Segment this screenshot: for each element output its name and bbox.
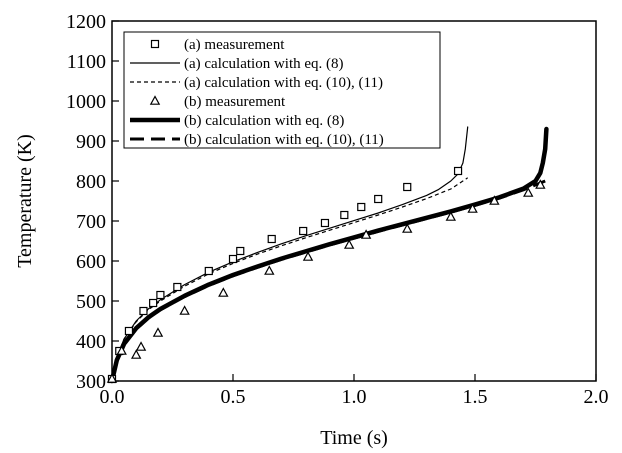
x-axis-label: Time (s) — [320, 427, 388, 449]
x-tick-label: 2.0 — [584, 386, 609, 408]
series-4-point — [343, 239, 355, 249]
legend-label: (b) calculation with eq. (10), (11) — [184, 132, 384, 148]
series-4-point — [467, 203, 478, 213]
y-tick-label: 1200 — [66, 11, 106, 33]
series-1-point — [320, 218, 330, 228]
y-tick-label: 700 — [76, 211, 106, 233]
y-tick-label: 1000 — [66, 91, 106, 113]
series-1-point — [156, 290, 165, 300]
legend-box — [123, 31, 441, 149]
legend-symbol — [150, 39, 160, 49]
y-tick-label: 900 — [76, 131, 106, 153]
series-1-point — [149, 298, 158, 308]
series-1-point — [139, 306, 148, 316]
series-1-point — [173, 282, 182, 292]
series-1-point — [357, 202, 366, 212]
legend-label: (a) calculation with eq. (8) — [184, 56, 344, 72]
series-1-point — [124, 326, 134, 336]
legend-label: (b) measurement — [184, 94, 286, 110]
x-tick-label: 0.5 — [221, 386, 246, 408]
series-4-point — [116, 345, 127, 355]
series-1-point — [204, 266, 213, 276]
y-tick-label: 300 — [76, 371, 106, 393]
series-4-point — [302, 251, 314, 261]
series-1-point — [299, 226, 308, 236]
series-4-point — [360, 229, 372, 239]
series-4-point — [130, 349, 142, 359]
series-4-point — [218, 287, 229, 297]
y-tick-label: 400 — [76, 331, 106, 353]
x-tick-label: 1.0 — [342, 386, 367, 408]
axis-ticks: 0.0 0.5 1.0 1.5 2.0 300 400 500 600 700 800 900 1000… — [66, 11, 609, 408]
legend-label: (b) calculation with eq. (8) — [184, 113, 344, 129]
series-4-point — [445, 211, 457, 221]
legend-label: (a) measurement — [184, 37, 285, 53]
series-1-point — [340, 210, 349, 220]
x-tick-label: 1.5 — [463, 386, 488, 408]
data-series — [106, 126, 549, 384]
series-4-point — [106, 373, 118, 383]
series-line-6 — [110, 179, 546, 382]
legend: (a) measurement (a) calculation with eq. … — [123, 31, 441, 149]
series-4-point — [402, 223, 413, 233]
y-tick-label: 600 — [76, 251, 106, 273]
series-4-point — [179, 305, 190, 315]
series-4-point — [152, 327, 164, 337]
series-1-point — [453, 166, 463, 176]
series-1-point — [374, 194, 383, 204]
x-tick-label: 0.0 — [100, 386, 125, 408]
series-4-point — [535, 179, 546, 189]
y-axis-label: Temperature (K) — [14, 134, 36, 268]
series-4-point — [135, 341, 147, 351]
legend-label: (a) calculation with eq. (10), (11) — [184, 75, 383, 91]
y-tick-label: 800 — [76, 171, 106, 193]
series-1-point — [228, 254, 238, 264]
legend-symbol — [149, 95, 161, 105]
series-1-point — [236, 246, 245, 256]
y-tick-label: 1100 — [67, 51, 106, 73]
series-1-point — [403, 182, 412, 192]
series-4-point — [523, 187, 534, 197]
series-4-point — [489, 195, 500, 205]
series-line-3 — [111, 177, 469, 382]
series-4-point — [264, 265, 275, 275]
series-1-point — [267, 234, 276, 244]
y-tick-label: 500 — [76, 291, 106, 313]
